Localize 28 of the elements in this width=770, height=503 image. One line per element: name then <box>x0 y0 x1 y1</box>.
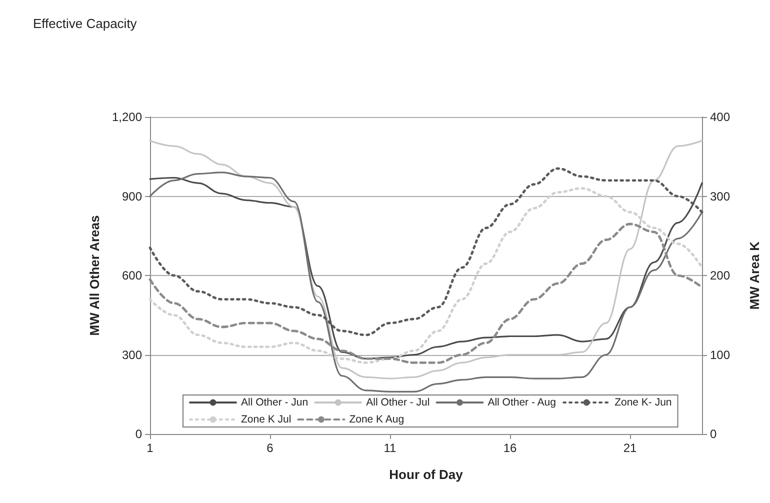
x-tick-label: 21 <box>623 441 637 455</box>
legend-label: All Other - Aug <box>488 396 556 408</box>
x-tick-label: 1 <box>146 441 154 455</box>
y-tick-label: 300 <box>122 348 142 362</box>
x-tick-label: 16 <box>503 441 517 455</box>
legend-label: Zone K- Jun <box>614 396 672 408</box>
y-tick-label: 900 <box>122 189 142 204</box>
y2-tick-label: 300 <box>710 189 730 204</box>
chart-title: Effective Capacity <box>33 16 138 31</box>
line-series <box>148 167 704 336</box>
y2-tick-label: 400 <box>710 110 730 124</box>
y-tick-label: 1,200 <box>112 110 142 124</box>
legend-label: Zone K Aug <box>349 414 404 426</box>
line-series <box>149 172 703 393</box>
legend-label: Zone K Jul <box>241 414 292 426</box>
y-tick-label: 600 <box>122 268 142 282</box>
y-axis-title: MW All Other Areas <box>87 215 102 336</box>
x-tick-label: 11 <box>384 441 397 455</box>
line-series <box>149 140 703 380</box>
y2-tick-label: 100 <box>710 348 730 362</box>
y2-axis-title: MW Area K <box>747 240 762 310</box>
y-tick-label: 0 <box>135 427 142 441</box>
x-tick-label: 6 <box>266 441 274 455</box>
legend-label: All Other - Jun <box>241 396 308 408</box>
y2-tick-label: 0 <box>710 427 717 441</box>
y2-tick-label: 200 <box>710 268 730 282</box>
x-axis-title: Hour of Day <box>389 467 464 482</box>
legend-label: All Other - Jul <box>366 396 430 408</box>
